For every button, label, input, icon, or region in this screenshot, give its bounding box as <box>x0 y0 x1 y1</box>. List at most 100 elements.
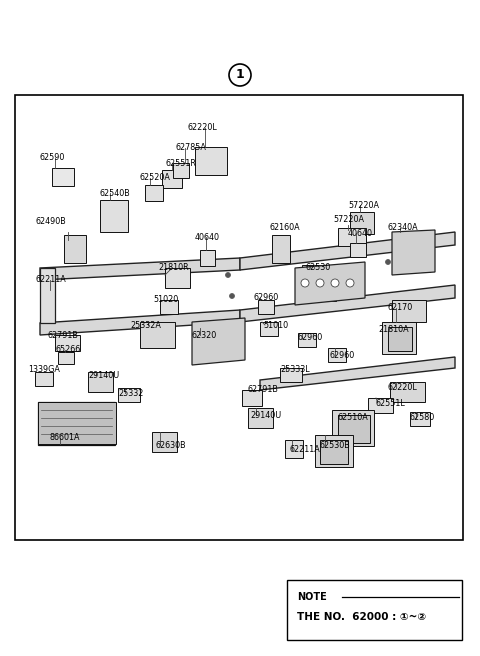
Text: 51020: 51020 <box>153 295 178 304</box>
Bar <box>192 328 230 358</box>
Bar <box>392 232 430 272</box>
Text: 21810R: 21810R <box>158 264 189 272</box>
Bar <box>308 270 332 298</box>
Bar <box>320 440 348 464</box>
Polygon shape <box>192 318 245 365</box>
Circle shape <box>385 260 391 264</box>
Text: 40640: 40640 <box>348 228 373 237</box>
Text: 62211A: 62211A <box>290 445 321 455</box>
Circle shape <box>229 64 251 86</box>
Circle shape <box>346 279 354 287</box>
Bar <box>258 300 274 314</box>
Bar <box>332 410 374 446</box>
Bar <box>287 580 462 640</box>
Bar <box>298 333 316 347</box>
Text: 62960: 62960 <box>253 293 278 302</box>
Polygon shape <box>40 258 240 280</box>
Bar <box>338 228 366 246</box>
Text: 25332A: 25332A <box>130 321 161 329</box>
Text: NOTE: NOTE <box>297 592 327 602</box>
Polygon shape <box>40 268 55 323</box>
Text: 62785A: 62785A <box>175 144 206 152</box>
Bar <box>382 322 416 354</box>
Bar <box>100 200 128 232</box>
Bar <box>388 327 412 351</box>
Bar <box>162 170 182 188</box>
Bar <box>328 348 346 362</box>
Polygon shape <box>392 230 435 275</box>
Text: 62211A: 62211A <box>36 276 67 285</box>
Bar <box>152 432 177 452</box>
Text: 57220A: 57220A <box>348 201 379 209</box>
Text: 62791B: 62791B <box>48 331 79 340</box>
Bar <box>280 368 302 382</box>
Bar <box>15 95 463 540</box>
Bar <box>140 322 175 348</box>
Bar <box>173 163 189 178</box>
Text: 62630B: 62630B <box>155 440 186 449</box>
Polygon shape <box>38 402 115 445</box>
Bar <box>285 440 303 458</box>
Text: 62220L: 62220L <box>188 123 218 133</box>
Text: 29140U: 29140U <box>88 371 119 380</box>
Text: 62580: 62580 <box>410 413 435 422</box>
Text: 1339GA: 1339GA <box>28 365 60 375</box>
Bar <box>160 300 178 314</box>
Text: 62960: 62960 <box>330 350 355 359</box>
Circle shape <box>229 293 235 298</box>
Bar <box>58 352 74 364</box>
Bar <box>64 235 86 263</box>
Bar <box>368 398 393 413</box>
Text: 65266: 65266 <box>55 346 80 354</box>
Text: 21810A: 21810A <box>378 325 408 335</box>
Bar <box>200 250 215 266</box>
Bar <box>195 147 227 175</box>
Bar <box>55 335 80 351</box>
Text: 62490B: 62490B <box>36 218 67 226</box>
Bar <box>350 243 366 257</box>
Text: 62791B: 62791B <box>248 386 279 394</box>
Text: 62170: 62170 <box>388 304 413 312</box>
Bar <box>315 435 353 467</box>
Bar <box>272 235 290 263</box>
Bar <box>350 212 374 234</box>
Text: 62960: 62960 <box>298 333 323 342</box>
Bar <box>242 390 262 406</box>
Text: 29140U: 29140U <box>250 411 281 419</box>
Text: 25333L: 25333L <box>280 365 310 375</box>
Bar <box>260 322 278 336</box>
Bar <box>198 333 226 355</box>
Text: 62520A: 62520A <box>140 173 171 182</box>
Circle shape <box>226 272 230 277</box>
Bar <box>38 402 116 444</box>
Bar <box>302 265 336 301</box>
Circle shape <box>316 279 324 287</box>
Bar <box>118 388 140 402</box>
Circle shape <box>331 279 339 287</box>
Bar <box>392 300 426 322</box>
Text: 62160A: 62160A <box>270 224 300 232</box>
Text: 40640: 40640 <box>195 232 220 241</box>
Bar <box>410 412 430 426</box>
Bar <box>248 408 273 428</box>
Polygon shape <box>40 310 240 335</box>
Polygon shape <box>260 357 455 390</box>
Polygon shape <box>295 262 365 305</box>
Bar <box>35 372 53 386</box>
Text: THE NO.  62000 : ①~②: THE NO. 62000 : ①~② <box>297 612 426 622</box>
Text: 1: 1 <box>236 68 244 81</box>
Text: 62590: 62590 <box>40 154 65 163</box>
Circle shape <box>301 279 309 287</box>
Text: 62530: 62530 <box>306 264 331 272</box>
Text: 62551L: 62551L <box>375 398 405 407</box>
Polygon shape <box>240 285 455 322</box>
Bar <box>52 168 74 186</box>
Bar <box>398 238 426 270</box>
Text: 62530B: 62530B <box>320 440 351 449</box>
Text: 62540B: 62540B <box>100 188 131 197</box>
Text: 57220A: 57220A <box>333 216 364 224</box>
Text: 62320: 62320 <box>192 331 217 340</box>
Text: 62220L: 62220L <box>388 384 418 392</box>
Text: 62340A: 62340A <box>388 224 419 232</box>
Bar <box>390 382 425 402</box>
